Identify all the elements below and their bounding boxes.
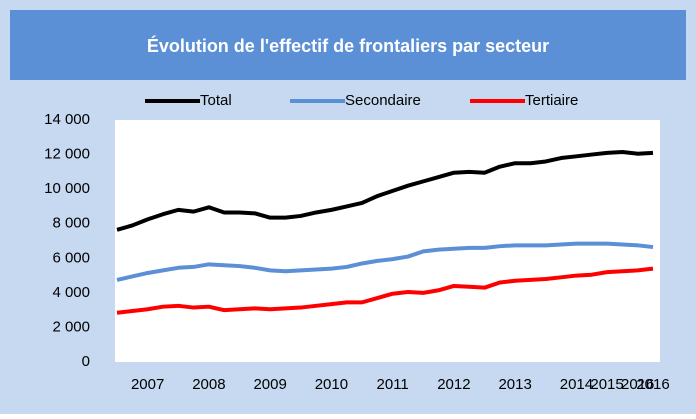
line-series <box>116 241 654 282</box>
legend-label: Total <box>200 92 232 109</box>
x-tick-label: 2009 <box>253 376 286 393</box>
y-tick-label: 8 000 <box>52 215 90 232</box>
x-tick-label: 2012 <box>437 376 470 393</box>
legend-label: Secondaire <box>345 92 421 109</box>
y-tick-label: 14 000 <box>44 111 90 128</box>
y-tick-label: 6 000 <box>52 249 90 266</box>
chart-title: Évolution de l'effectif de frontaliers p… <box>147 35 549 56</box>
legend-label: Tertiaire <box>525 92 578 109</box>
x-tick-label: 2016 <box>621 376 654 393</box>
x-tick-label: 2015 <box>590 376 623 393</box>
y-tick-label: 4 000 <box>52 284 90 301</box>
x-tick-label: 2010 <box>315 376 348 393</box>
x-tick-label: 2014 <box>560 376 593 393</box>
x-tick-label: 2008 <box>192 376 225 393</box>
y-tick-label: 12 000 <box>44 146 90 163</box>
x-tick-label: 2011 <box>377 376 409 393</box>
plot-area <box>115 120 660 362</box>
y-tick-label: 2 000 <box>52 318 90 335</box>
x-tick-label: 2007 <box>131 376 164 393</box>
y-tick-label: 0 <box>82 353 90 370</box>
x-tick-label: 2016 <box>636 376 669 393</box>
y-tick-label: 10 000 <box>44 180 90 197</box>
line-series <box>116 266 654 315</box>
x-tick-label: 2013 <box>498 376 531 393</box>
title-bar <box>10 10 686 80</box>
line-series <box>116 149 654 232</box>
